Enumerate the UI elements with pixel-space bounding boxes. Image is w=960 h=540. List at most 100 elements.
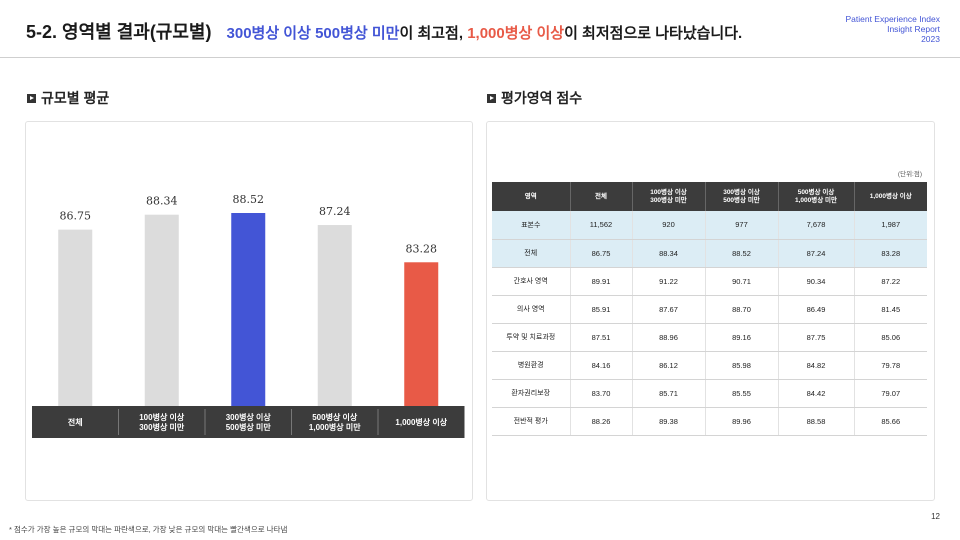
left-section-title: 규모별 평균 bbox=[27, 88, 109, 108]
score-cell: 84.16 bbox=[570, 351, 633, 380]
row-label-cell: 병원환경 bbox=[492, 351, 571, 380]
bar-value-label: 88.52 bbox=[233, 193, 265, 206]
score-cell: 85.06 bbox=[854, 323, 927, 352]
bar-2 bbox=[231, 213, 266, 406]
score-cell: 87.22 bbox=[854, 267, 927, 296]
score-cell: 7,678 bbox=[778, 211, 855, 240]
table-row: 병원환경 84.16 86.12 85.98 84.82 79.78 bbox=[492, 351, 927, 380]
score-cell: 87.67 bbox=[632, 295, 706, 324]
row-label-cell: 전반적 평가 bbox=[492, 407, 571, 436]
column-header: 영역 bbox=[492, 182, 571, 211]
bar-value-label: 86.75 bbox=[60, 210, 92, 223]
score-table-panel: (단위:점) 영역 전체 100병상 이상 300병상 미만 300병상 이상 500… bbox=[486, 121, 935, 501]
right-section-title-text: 평가영역 점수 bbox=[501, 90, 583, 106]
report-line-2: Insight Report bbox=[887, 24, 940, 34]
column-header: 100병상 이상 300병상 미만 bbox=[632, 182, 706, 211]
column-header: 300병상 이상 500병상 미만 bbox=[705, 182, 779, 211]
score-cell: 87.24 bbox=[778, 239, 855, 268]
score-cell: 89.16 bbox=[705, 323, 779, 352]
score-cell: 89.91 bbox=[570, 267, 633, 296]
score-cell: 85.98 bbox=[705, 351, 779, 380]
bar-3 bbox=[317, 225, 352, 406]
table-row: 의사 영역 85.91 87.67 88.70 86.49 81.45 bbox=[492, 295, 927, 324]
bar-value-label: 83.28 bbox=[406, 242, 438, 255]
score-cell: 90.34 bbox=[778, 267, 855, 296]
bar-chart-panel: 86.75 88.34 88.52 87.24 83.28 전체 100병상 이상 300병상… bbox=[25, 121, 473, 501]
category-label: 500병상 이상 1,000병상 미만 bbox=[309, 412, 361, 432]
table-row: 전체 86.75 88.34 88.52 87.24 83.28 bbox=[492, 239, 927, 268]
score-cell: 920 bbox=[632, 211, 706, 240]
score-cell: 87.75 bbox=[778, 323, 855, 352]
score-cell: 85.91 bbox=[570, 295, 633, 324]
column-header: 전체 bbox=[570, 182, 633, 211]
row-label-cell: 환자권리보장 bbox=[492, 379, 571, 408]
page-title: 5-2. 영역별 결과(규모별) 300병상 이상 500병상 미만이 최고점,… bbox=[26, 18, 742, 44]
arrow-bullet-icon bbox=[487, 93, 496, 103]
score-cell: 85.66 bbox=[854, 407, 927, 436]
table-row: 간호사 영역 89.91 91.22 90.71 90.34 87.22 bbox=[492, 267, 927, 296]
headline-text-2: 이 최저점으로 나타났습니다. bbox=[564, 25, 743, 42]
score-cell: 83.70 bbox=[570, 379, 633, 408]
headline-text-1: 이 최고점, bbox=[399, 25, 468, 42]
report-line-3: 2023 bbox=[921, 34, 940, 44]
headline-summary: 300병상 이상 500병상 미만이 최고점, 1,000병상 이상이 최저점으… bbox=[227, 25, 743, 42]
table-row: 전반적 평가 88.26 89.38 89.96 88.58 85.66 bbox=[492, 407, 927, 436]
score-cell: 88.70 bbox=[705, 295, 779, 324]
score-cell: 88.52 bbox=[705, 239, 779, 268]
score-cell: 79.78 bbox=[854, 351, 927, 380]
category-label: 1,000병상 이상 bbox=[395, 417, 447, 427]
category-label: 300병상 이상 500병상 미만 bbox=[226, 412, 272, 432]
page-header: 5-2. 영역별 결과(규모별) 300병상 이상 500병상 미만이 최고점,… bbox=[0, 0, 960, 58]
score-cell: 1,987 bbox=[854, 211, 927, 240]
score-table: 영역 전체 100병상 이상 300병상 미만 300병상 이상 500병상 미만 50… bbox=[492, 182, 927, 436]
category-label: 100병상 이상 300병상 미만 bbox=[139, 412, 185, 432]
score-cell: 83.28 bbox=[854, 239, 927, 268]
section-heading: 5-2. 영역별 결과(규모별) bbox=[26, 22, 212, 42]
highlight-best: 300병상 이상 500병상 미만 bbox=[226, 25, 400, 42]
table-body: 표본수 11,562 920 977 7,678 1,987 전체 86.75 88.34 88.… bbox=[492, 211, 927, 436]
score-cell: 977 bbox=[705, 211, 779, 240]
row-label-cell: 전체 bbox=[492, 239, 571, 268]
highlight-worst: 1,000병상 이상 bbox=[467, 25, 565, 42]
arrow-bullet-icon bbox=[27, 93, 36, 103]
score-cell: 81.45 bbox=[854, 295, 927, 324]
score-cell: 88.26 bbox=[570, 407, 633, 436]
score-cell: 88.34 bbox=[632, 239, 706, 268]
table-header-row: 영역 전체 100병상 이상 300병상 미만 300병상 이상 500병상 미만 50… bbox=[492, 182, 927, 211]
score-cell: 85.71 bbox=[632, 379, 706, 408]
table-row: 표본수 11,562 920 977 7,678 1,987 bbox=[492, 211, 927, 240]
bar-chart: 86.75 88.34 88.52 87.24 83.28 전체 100병상 이상 300병상… bbox=[32, 193, 465, 438]
score-cell: 88.58 bbox=[778, 407, 855, 436]
score-cell: 91.22 bbox=[632, 267, 706, 296]
bar-value-label: 88.34 bbox=[146, 195, 178, 208]
category-label: 전체 bbox=[68, 417, 83, 427]
score-cell: 86.75 bbox=[570, 239, 633, 268]
column-header: 500병상 이상 1,000병상 미만 bbox=[778, 182, 855, 211]
score-cell: 79.07 bbox=[854, 379, 927, 408]
bar-4 bbox=[404, 262, 439, 406]
score-cell: 86.12 bbox=[632, 351, 706, 380]
category-band bbox=[32, 406, 465, 438]
bar-value-label: 87.24 bbox=[319, 205, 351, 218]
report-line-1: Patient Experience Index bbox=[845, 14, 940, 24]
row-label-cell: 의사 영역 bbox=[492, 295, 571, 324]
score-cell: 84.82 bbox=[778, 351, 855, 380]
score-cell: 89.96 bbox=[705, 407, 779, 436]
row-label-cell: 간호사 영역 bbox=[492, 267, 571, 296]
unit-label: (단위:점) bbox=[897, 171, 922, 178]
report-label: Patient Experience Index Insight Report … bbox=[845, 14, 940, 44]
row-label-cell: 표본수 bbox=[492, 211, 571, 240]
table-row: 환자권리보장 83.70 85.71 85.55 84.42 79.07 bbox=[492, 379, 927, 408]
column-header: 1,000병상 이상 bbox=[854, 182, 927, 211]
row-label-cell: 투약 및 치료과정 bbox=[492, 323, 571, 352]
bar-1 bbox=[144, 214, 179, 406]
bar-0 bbox=[58, 229, 93, 406]
score-cell: 88.96 bbox=[632, 323, 706, 352]
score-cell: 85.55 bbox=[705, 379, 779, 408]
score-cell: 11,562 bbox=[570, 211, 633, 240]
score-cell: 87.51 bbox=[570, 323, 633, 352]
score-cell: 90.71 bbox=[705, 267, 779, 296]
page-number: 12 bbox=[931, 512, 940, 521]
score-cell: 89.38 bbox=[632, 407, 706, 436]
right-section-title: 평가영역 점수 bbox=[487, 88, 582, 108]
